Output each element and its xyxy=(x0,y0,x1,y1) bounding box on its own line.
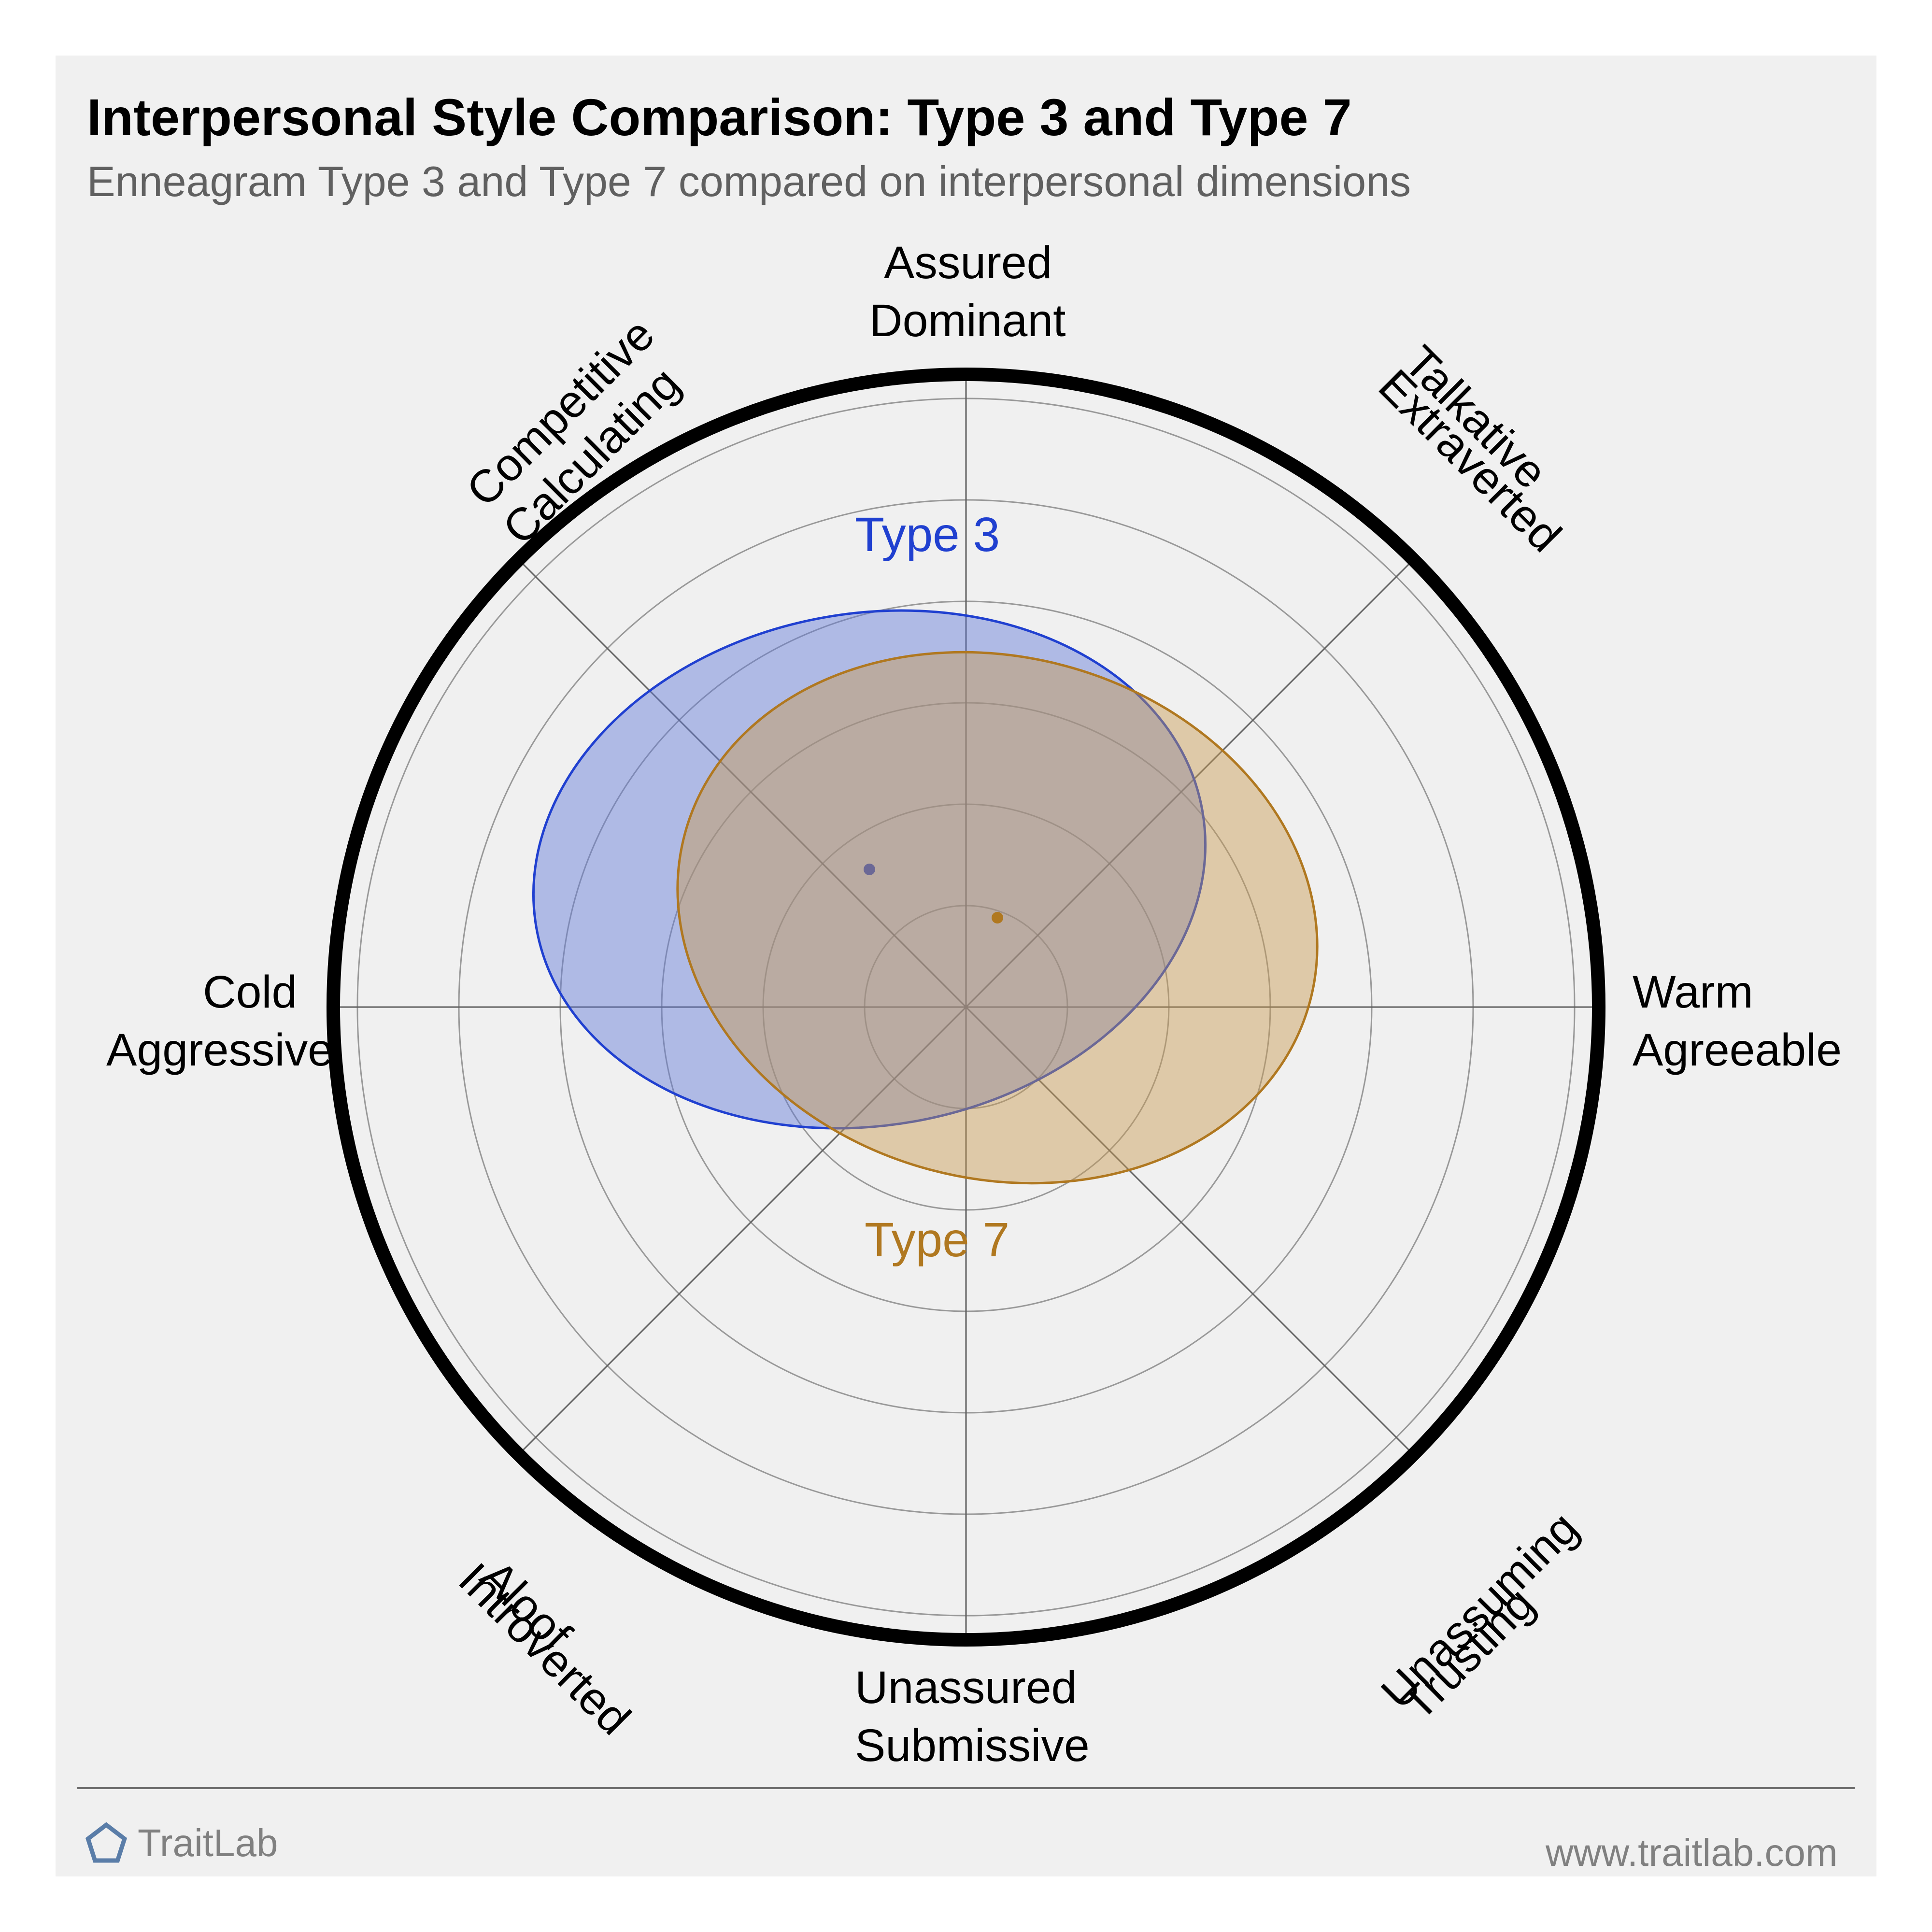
axis-label-line2: Dominant xyxy=(869,295,1066,347)
axis-label-line2: Submissive xyxy=(855,1719,1090,1772)
footer-brand-text: TraitLab xyxy=(138,1821,278,1865)
axis-label-line1: Unassured xyxy=(855,1662,1077,1714)
footer-divider xyxy=(77,1787,1855,1789)
axis-label-line1: Warm xyxy=(1633,966,1753,1019)
axis-label-line1: Cold xyxy=(203,966,297,1019)
footer-brand: TraitLab xyxy=(85,1821,278,1865)
axis-label-line2: Aggressive xyxy=(106,1024,333,1077)
series-label: Type 7 xyxy=(865,1212,1009,1268)
footer-url: www.traitlab.com xyxy=(1546,1831,1838,1875)
series-label: Type 3 xyxy=(855,507,1000,563)
page-root: Interpersonal Style Comparison: Type 3 a… xyxy=(0,0,1932,1932)
axis-label-line1: Assured xyxy=(884,237,1052,289)
axis-label-line2: Agreeable xyxy=(1633,1024,1842,1077)
series-shapes xyxy=(492,558,1378,1253)
series-center-dot xyxy=(992,912,1003,923)
traitlab-logo-icon xyxy=(85,1821,128,1865)
